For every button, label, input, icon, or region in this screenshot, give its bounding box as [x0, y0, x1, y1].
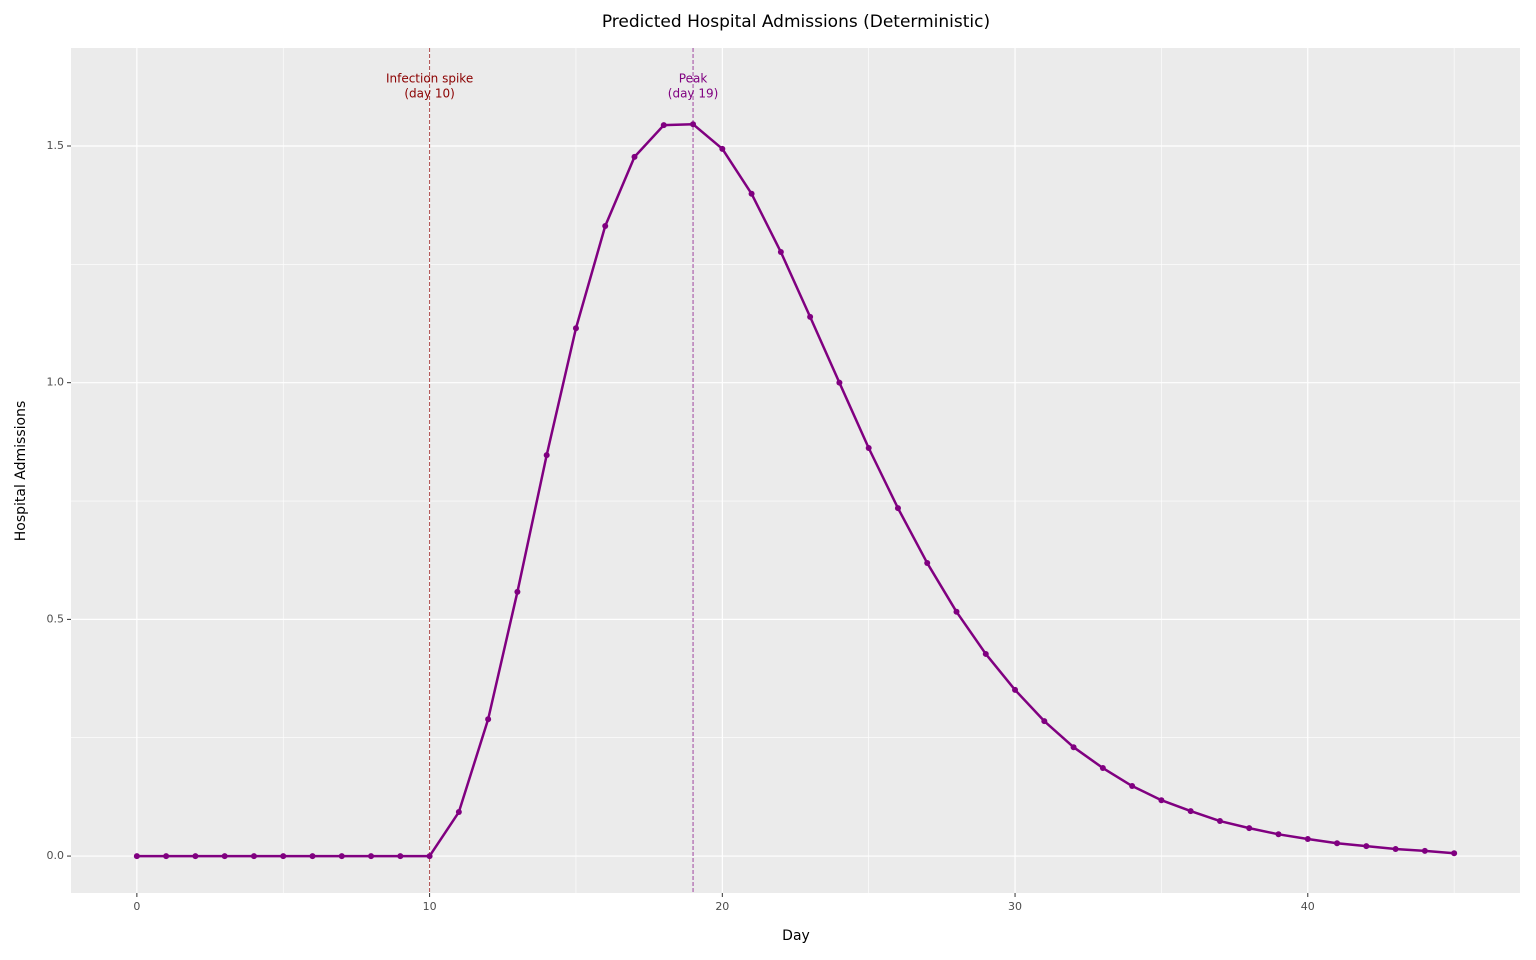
- data-point: [309, 853, 316, 860]
- data-point: [1363, 843, 1370, 850]
- data-point: [426, 853, 433, 860]
- y-tick-label: 0.0: [47, 849, 65, 862]
- data-point: [1012, 686, 1019, 693]
- annotation: Peak: [679, 72, 708, 86]
- data-point: [602, 222, 609, 229]
- data-point: [690, 121, 697, 128]
- x-tick-label: 0: [133, 900, 140, 913]
- data-point: [455, 809, 462, 816]
- data-point: [514, 588, 521, 595]
- data-point: [1304, 836, 1311, 843]
- data-point: [1129, 783, 1136, 790]
- annotation: Infection spike: [386, 72, 473, 86]
- annotation: (day 19): [668, 87, 719, 101]
- data-point: [660, 122, 667, 129]
- chart-title: Predicted Hospital Admissions (Determini…: [602, 12, 990, 32]
- data-point: [192, 853, 199, 860]
- data-point: [280, 853, 287, 860]
- data-point: [1187, 808, 1194, 815]
- data-point: [982, 650, 989, 657]
- data-point: [250, 853, 257, 860]
- data-point: [397, 853, 404, 860]
- x-axis-label: Day: [782, 928, 810, 944]
- data-point: [924, 560, 931, 567]
- data-point: [485, 716, 492, 723]
- data-point: [1421, 847, 1428, 854]
- data-point: [836, 379, 843, 386]
- data-point: [865, 445, 872, 452]
- data-point: [368, 853, 375, 860]
- data-point: [163, 853, 170, 860]
- data-point: [748, 190, 755, 197]
- data-point: [1246, 825, 1253, 832]
- data-point: [1451, 850, 1458, 857]
- data-point: [719, 145, 726, 152]
- data-point: [543, 452, 550, 459]
- x-tick-label: 20: [715, 900, 729, 913]
- y-axis-label: Hospital Admissions: [13, 401, 29, 542]
- data-point: [1099, 765, 1106, 772]
- data-point: [1275, 831, 1282, 838]
- data-point: [1392, 845, 1399, 852]
- x-tick-label: 30: [1008, 900, 1022, 913]
- data-point: [1334, 840, 1341, 847]
- data-point: [338, 853, 345, 860]
- data-point: [1158, 797, 1165, 804]
- data-point: [807, 313, 814, 320]
- panel: [71, 48, 1520, 893]
- data-point: [1216, 818, 1223, 825]
- data-point: [631, 153, 638, 160]
- data-point: [1070, 744, 1077, 751]
- series-line: [136, 122, 1455, 858]
- data-point: [894, 505, 901, 512]
- annotation: (day 10): [404, 87, 455, 101]
- x-tick-label: 40: [1301, 900, 1315, 913]
- y-tick-label: 1.5: [47, 139, 65, 152]
- y-tick-label: 0.5: [47, 612, 65, 625]
- data-point: [777, 249, 784, 256]
- data-point: [221, 853, 228, 860]
- data-point: [572, 325, 579, 332]
- data-point: [953, 608, 960, 615]
- data-point: [1041, 718, 1048, 725]
- x-tick-label: 10: [423, 900, 437, 913]
- data-point: [133, 853, 140, 860]
- y-tick-label: 1.0: [47, 376, 65, 389]
